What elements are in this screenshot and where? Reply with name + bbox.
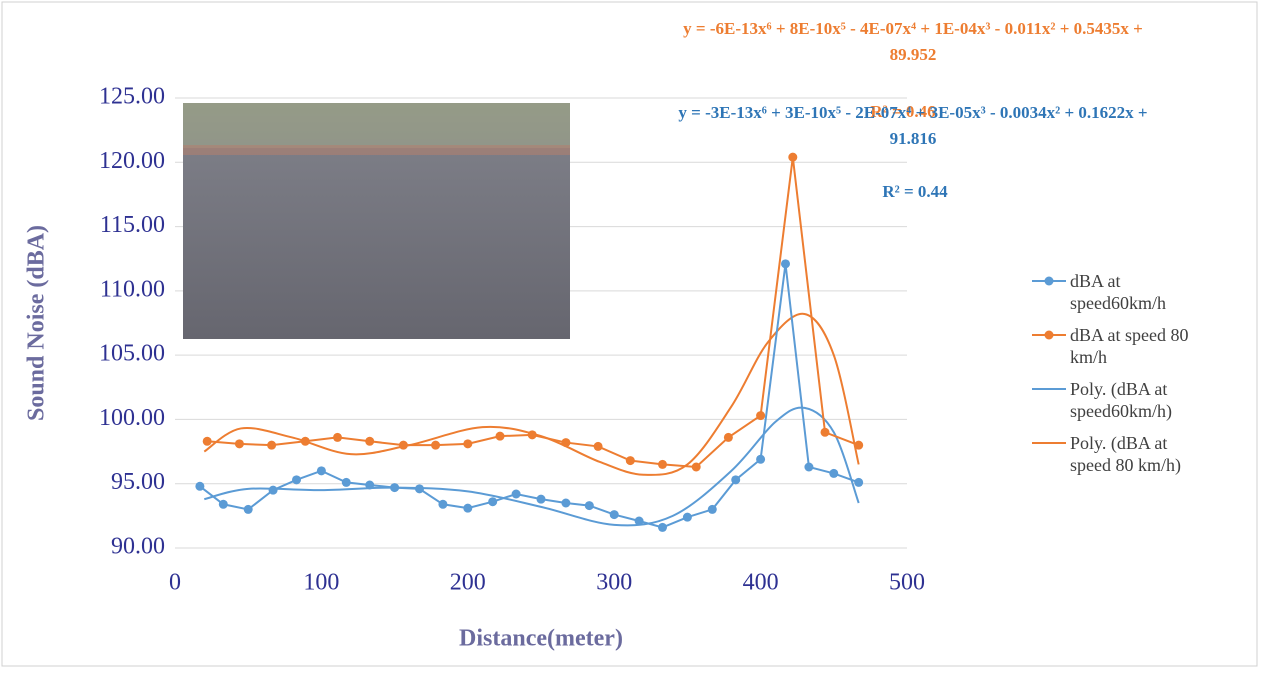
data-point	[243, 504, 253, 514]
data-point	[756, 454, 766, 464]
data-point	[365, 480, 375, 490]
trend-line	[203, 312, 860, 476]
data-point	[536, 494, 546, 504]
legend-label: dBA at speed60km/h	[1070, 271, 1166, 313]
data-point	[691, 462, 701, 472]
trendline-equation: 91.816	[890, 129, 937, 148]
y-tick-label: 120.00	[99, 148, 165, 174]
data-point	[723, 432, 733, 442]
data-point	[756, 411, 766, 421]
legend-swatch	[1032, 276, 1066, 286]
data-point	[195, 481, 205, 491]
data-point	[495, 431, 505, 441]
y-tick-label: 125.00	[99, 84, 165, 110]
data-point	[463, 439, 473, 449]
data-line	[199, 263, 860, 529]
data-point	[609, 510, 619, 520]
data-point	[634, 516, 644, 526]
legend-label: Poly. (dBA at speed60km/h)	[1070, 379, 1172, 421]
y-axis-label: Sound Noise (dBA)	[24, 225, 50, 421]
data-point	[731, 475, 741, 485]
data-point	[267, 440, 277, 450]
data-point	[658, 522, 668, 532]
data-point	[300, 436, 310, 446]
legend-item: dBA at speed 80 km/h	[1030, 324, 1230, 368]
legend-swatch	[1032, 442, 1066, 444]
data-point	[561, 498, 571, 508]
legend-swatch	[1032, 388, 1066, 390]
x-tick-label: 100	[303, 570, 339, 596]
y-tick-label: 100.00	[99, 405, 165, 431]
x-tick-label: 200	[450, 570, 486, 596]
data-point	[234, 439, 244, 449]
legend-marker	[1044, 330, 1054, 340]
data-point	[658, 459, 668, 469]
data-point	[398, 440, 408, 450]
x-tick-label: 300	[596, 570, 632, 596]
data-point	[584, 501, 594, 511]
y-tick-label: 115.00	[100, 212, 165, 238]
inset-photo	[183, 103, 570, 339]
legend: dBA at speed60km/h dBA at speed 80 km/h Po…	[1030, 270, 1230, 486]
data-point	[561, 438, 571, 448]
legend-item: dBA at speed60km/h	[1030, 270, 1230, 314]
data-point	[625, 456, 635, 466]
data-point	[780, 259, 790, 269]
trendline-equation: y = -3E-13x⁶ + 3E-10x⁵ - 2E-07x⁴ + 3E-05…	[678, 103, 1147, 122]
x-tick-label: 500	[889, 570, 925, 596]
data-point	[788, 152, 798, 162]
data-point	[593, 441, 603, 451]
x-axis-label: Distance(meter)	[459, 626, 623, 652]
legend-item: Poly. (dBA at speed 80 km/h)	[1030, 432, 1230, 476]
y-tick-label: 105.00	[99, 341, 165, 367]
data-point	[438, 499, 448, 509]
y-tick-label: 110.00	[100, 276, 165, 302]
y-tick-label: 95.00	[111, 469, 165, 495]
data-point	[202, 436, 212, 446]
data-point	[218, 499, 228, 509]
data-point	[527, 430, 537, 440]
data-point	[829, 468, 839, 478]
legend-label: dBA at speed 80 km/h	[1070, 325, 1189, 367]
photo-sky	[183, 103, 570, 148]
legend-swatch	[1032, 330, 1066, 340]
data-point	[804, 462, 814, 472]
data-point	[316, 466, 326, 476]
data-point	[488, 497, 498, 507]
data-point	[414, 484, 424, 494]
data-point	[333, 432, 343, 442]
data-point	[854, 477, 864, 487]
photo-buildings	[183, 145, 570, 155]
data-point	[292, 475, 302, 485]
data-point	[341, 477, 351, 487]
legend-label: Poly. (dBA at speed 80 km/h)	[1070, 433, 1181, 475]
data-point	[511, 489, 521, 499]
data-point	[707, 504, 717, 514]
data-point	[463, 503, 473, 513]
x-tick-label: 0	[169, 570, 181, 596]
trendline-equation: y = -6E-13x⁶ + 8E-10x⁵ - 4E-07x⁴ + 1E-04…	[683, 19, 1143, 38]
data-point	[854, 440, 864, 450]
data-point	[268, 485, 278, 495]
y-tick-label: 90.00	[111, 534, 165, 560]
trend-line	[204, 406, 860, 527]
data-point	[682, 512, 692, 522]
trendline-equation: R² = 0.46	[870, 102, 935, 121]
data-point	[431, 440, 441, 450]
data-point	[390, 483, 400, 493]
trendline-equation: R² = 0.44	[882, 182, 948, 201]
data-point	[820, 427, 830, 437]
trendline-equation: 89.952	[890, 45, 937, 64]
x-tick-label: 400	[743, 570, 779, 596]
data-point	[365, 436, 375, 446]
legend-marker	[1044, 276, 1054, 286]
legend-item: Poly. (dBA at speed60km/h)	[1030, 378, 1230, 422]
